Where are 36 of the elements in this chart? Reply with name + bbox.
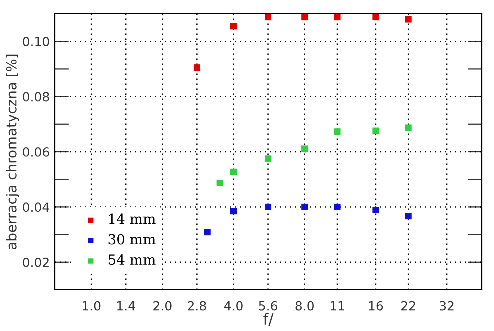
point — [302, 204, 308, 210]
point — [302, 146, 308, 152]
y-tick-label: 0.06 — [23, 147, 50, 157]
point — [265, 156, 272, 162]
x-tick-label: 1.4 — [118, 301, 136, 311]
point — [405, 124, 412, 132]
legend-label: 30 mm — [108, 234, 156, 245]
x-tick-label: 1.0 — [83, 301, 101, 311]
point — [302, 14, 308, 21]
y-tick-label: 0.04 — [23, 202, 50, 212]
point — [230, 208, 238, 215]
point — [334, 14, 341, 21]
y-tick-label: 0.08 — [23, 92, 50, 102]
point — [230, 23, 238, 30]
x-tick-label: 4.0 — [224, 301, 243, 311]
x-tick-label: 22 — [402, 301, 416, 311]
x-tick-label: 11 — [330, 301, 344, 311]
point — [334, 128, 341, 136]
y-tick-label: 0.02 — [23, 258, 49, 268]
y-axis-title: aberracja chromatyczna [%] — [6, 54, 20, 250]
legend-label: 54 mm — [108, 254, 156, 266]
x-tick-label: 32 — [440, 301, 454, 311]
x-tick-label: 2.8 — [188, 301, 206, 311]
x-tick-label: 2.0 — [154, 301, 172, 311]
y-tick-label: 0.10 — [23, 37, 50, 47]
x-tick-label: 16 — [369, 301, 384, 311]
point — [265, 14, 272, 21]
point — [405, 213, 412, 220]
x-tick-label: 5.6 — [259, 301, 278, 311]
point — [405, 16, 412, 23]
point — [265, 204, 272, 210]
x-axis-title: f/ — [264, 313, 274, 326]
x-tick-label: 8.0 — [296, 301, 314, 311]
point — [230, 168, 238, 176]
point — [334, 204, 341, 210]
legend-label: 14 mm — [109, 214, 156, 224]
